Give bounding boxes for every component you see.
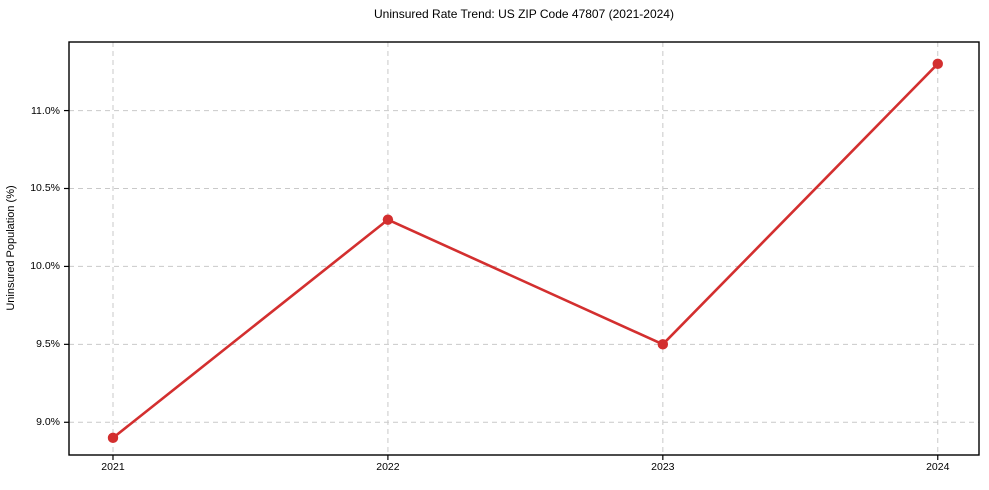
y-tick-label: 10.5% [30,182,60,195]
data-point-2023 [657,339,669,350]
y-tick-label: 11.0% [31,104,60,117]
x-tick-label: 2022 [376,461,400,473]
x-tick-label: 2024 [926,461,950,473]
y-tick-label: 10.0% [30,260,60,273]
x-tick-label: 2021 [101,461,125,473]
data-point-2021 [107,432,119,444]
line-series [111,62,940,440]
plot-border [68,41,980,456]
x-tick-label: 2023 [651,461,675,473]
y-tick-label: 9.5% [36,338,60,351]
y-tick-label: 9.0% [36,416,60,429]
chart-title: Uninsured Rate Trend: US ZIP Code 47807 … [374,7,674,21]
data-point-2022 [382,214,394,225]
data-point-2024 [932,58,943,70]
